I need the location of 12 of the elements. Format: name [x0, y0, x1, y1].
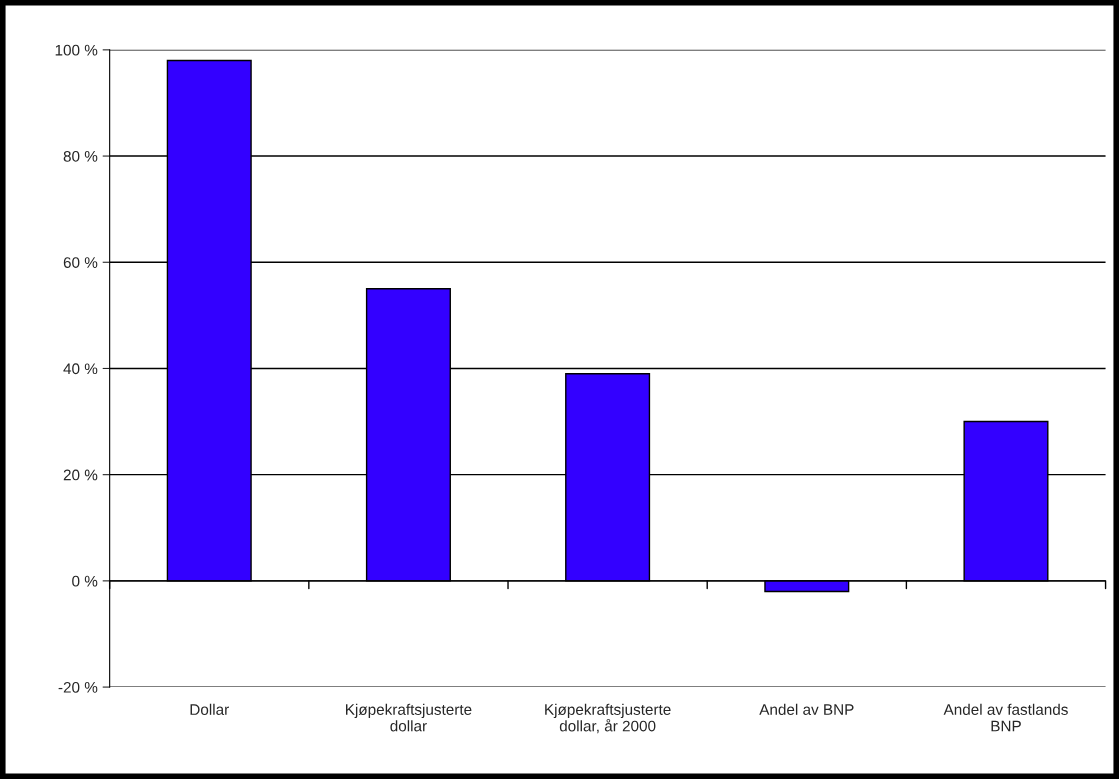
y-tick-label: 40 %: [63, 363, 98, 375]
y-tick-label: -20 %: [58, 681, 98, 693]
x-tick-label: Dollar: [190, 703, 229, 715]
y-tick-label: 20 %: [63, 469, 98, 481]
x-tick-label: Andel av fastlands BNP: [943, 703, 1068, 732]
x-tick-label: Andel av BNP: [759, 703, 854, 715]
y-tick-label: 80 %: [63, 150, 98, 162]
x-tick-label: Kjøpekraftsjusterte dollar, år 2000: [545, 703, 671, 734]
x-tick-label: Kjøpekraftsjusterte dollar: [346, 703, 472, 732]
y-tick-label: 60 %: [63, 257, 98, 268]
y-tick-label: 0 %: [72, 575, 98, 587]
y-tick-label: 100 %: [55, 44, 98, 56]
